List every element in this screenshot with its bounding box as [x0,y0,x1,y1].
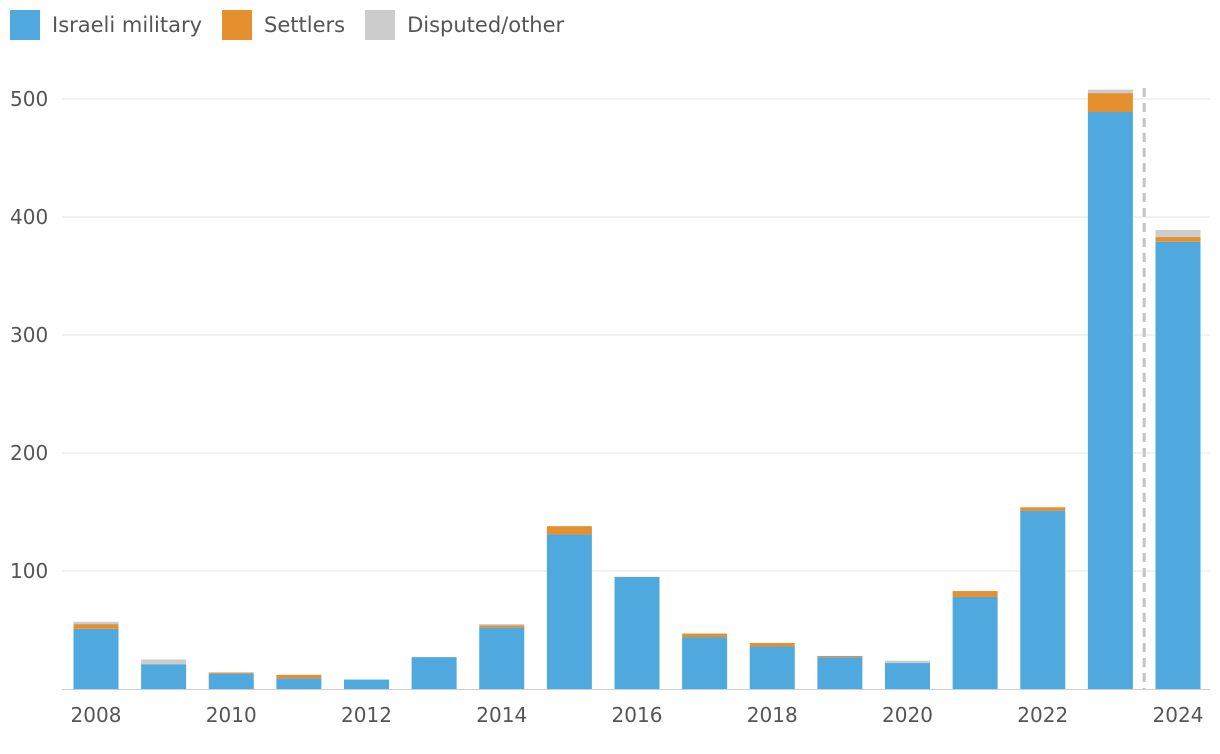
bar-2017-israeli-military [682,637,728,689]
x-tick-label-2022: 2022 [1017,703,1068,727]
y-tick-label-400: 400 [10,205,48,229]
x-tick-label-2018: 2018 [747,703,798,727]
bar-2024-settlers [1155,237,1201,242]
bar-2024-israeli-military [1155,241,1201,689]
bar-2008-settlers [73,624,119,629]
bar-2023-settlers [1087,93,1133,112]
bar-2020-israeli-military [885,663,930,689]
bar-2008-disputed-other [73,621,119,625]
legend: Israeli military Settlers Disputed/other [10,10,584,40]
bar-2014-settlers [479,625,525,628]
x-tick-label-2020: 2020 [882,703,933,727]
bar-2013-israeli-military [411,657,457,689]
legend-swatch-settlers [222,10,253,40]
x-axis-ticks: 2008 2010 2012 2014 2016 2018 2020 2022 2024 [71,703,1204,727]
x-tick-label-2016: 2016 [612,703,663,727]
bar-2016-israeli-military [614,576,660,689]
legend-item-settlers: Settlers [222,10,345,40]
bar-2015-israeli-military [546,534,592,689]
x-tick-label-2014: 2014 [476,703,527,727]
y-axis-ticks: 100 200 300 400 500 [10,87,48,583]
gridlines [62,98,1210,690]
bars [73,89,1201,690]
y-tick-label-100: 100 [10,559,48,583]
bar-2012-israeli-military [344,679,389,689]
legend-swatch-disputed-other [365,10,396,40]
legend-label-israeli-military: Israeli military [52,13,203,37]
x-tick-label-2012: 2012 [341,703,392,727]
bar-2018-settlers [749,642,795,647]
bar-2010-settlers [208,672,254,674]
bar-2011-israeli-military [276,678,322,689]
bar-2009-disputed-other [141,659,187,665]
bar-2019-settlers [817,655,863,658]
bar-2011-settlers [276,674,322,679]
legend-item-israeli-military: Israeli military [10,10,202,40]
bar-2023-disputed-other [1087,89,1133,94]
legend-swatch-israeli-military [10,10,40,40]
bar-2021-israeli-military [952,596,998,689]
bar-2022-settlers [1020,507,1066,511]
legend-label-disputed-other: Disputed/other [407,13,565,37]
bar-2024-disputed-other [1155,229,1201,238]
y-tick-label-500: 500 [10,87,48,111]
x-tick-label-2024: 2024 [1153,703,1204,727]
legend-label-settlers: Settlers [264,13,346,37]
bar-2015-settlers [546,526,592,535]
bar-2023-israeli-military [1087,111,1133,690]
y-tick-label-200: 200 [10,441,48,465]
bar-2009-israeli-military [141,664,187,689]
bar-2021-settlers [952,591,998,597]
bar-2018-israeli-military [749,646,795,689]
bar-2019-israeli-military [817,657,863,689]
y-tick-label-300: 300 [10,323,48,347]
bar-2008-israeli-military [73,628,119,689]
bar-2014-israeli-military [479,627,525,689]
bar-2010-israeli-military [208,673,254,689]
x-tick-label-2010: 2010 [206,703,257,727]
x-tick-label-2008: 2008 [71,703,122,727]
bar-2014-disputed-other [479,624,525,626]
legend-item-disputed-other: Disputed/other [365,10,564,40]
bar-2017-settlers [682,633,728,638]
bar-2022-israeli-military [1020,510,1066,689]
bar-2020-disputed-other [885,660,930,664]
